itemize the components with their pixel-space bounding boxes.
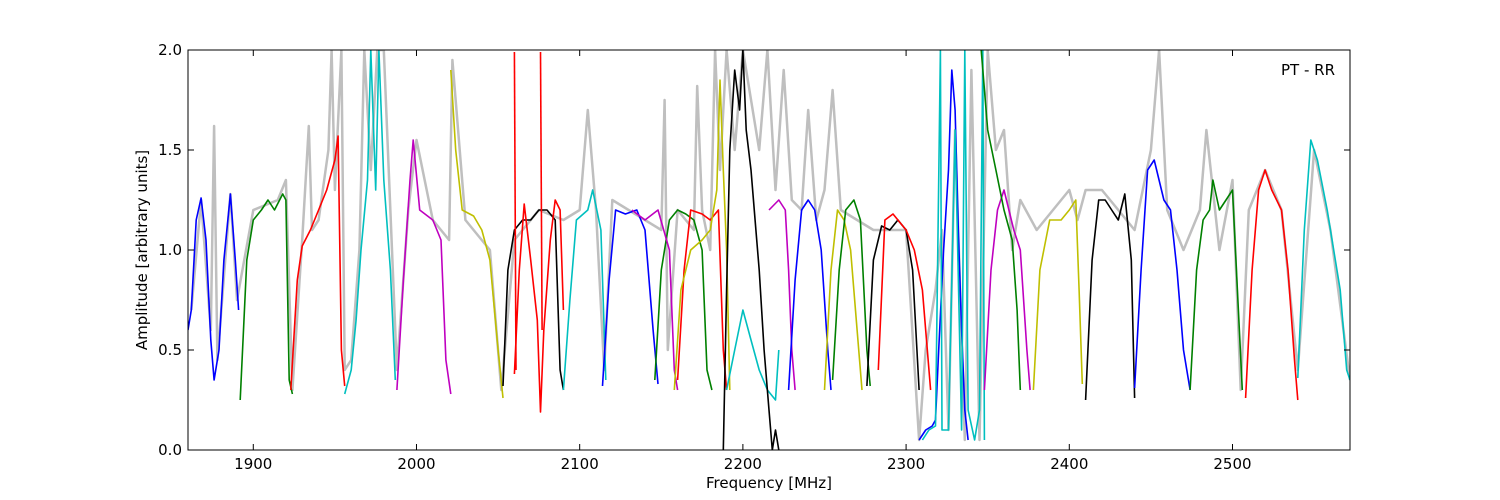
y-tick-label: 2.0 [158, 41, 182, 59]
series-line-24 [877, 213, 932, 391]
y-tick-label: 1.5 [158, 141, 182, 159]
series-line-25 [918, 69, 969, 441]
series-line-33 [1244, 169, 1299, 401]
x-tick-label: 1900 [234, 455, 272, 473]
series-line-32 [1189, 179, 1244, 391]
series-line-1 [188, 193, 240, 381]
series-line-4 [343, 50, 397, 395]
series-line-34 [1297, 139, 1350, 381]
series-line-3 [290, 135, 346, 391]
series-line-12 [601, 209, 659, 387]
series-line-2 [239, 193, 294, 401]
series-line-20 [787, 199, 832, 391]
series-line-27 [983, 189, 1031, 391]
series-line-26 [921, 50, 986, 441]
background-series [190, 50, 1350, 442]
series-line-14 [631, 209, 679, 391]
series-line-17 [725, 309, 780, 401]
x-axis: 1900 2000 2100 2200 2300 2400 2500 [234, 50, 1252, 473]
series-line-31 [1133, 159, 1191, 391]
series-line-29 [1032, 199, 1084, 391]
series-line-7 [502, 209, 565, 391]
series-line-11 [562, 189, 607, 391]
y-tick-label: 1.0 [158, 241, 182, 259]
series-line-28 [980, 50, 1022, 391]
series-line-15 [676, 209, 728, 391]
x-tick-label: 2200 [724, 455, 762, 473]
series-line-5 [396, 139, 452, 395]
series-line-23 [866, 219, 920, 391]
series-line-6 [450, 69, 504, 399]
series-line-19 [768, 199, 796, 391]
series-line-16 [673, 79, 731, 391]
y-tick-label: 0.0 [158, 441, 182, 459]
series-line-30 [1084, 193, 1136, 401]
background-series-line [190, 50, 1350, 442]
series-line-10 [539, 51, 543, 331]
series-line-8 [513, 199, 565, 413]
series-layer [188, 50, 1350, 450]
y-axis-label: Amplitude [arbitrary units] [133, 150, 151, 350]
x-axis-label: Frequency [MHz] [706, 474, 832, 492]
series-line-13 [654, 209, 713, 391]
y-axis: 0.0 0.5 1.0 1.5 2.0 [158, 41, 1350, 459]
x-tick-label: 2500 [1213, 455, 1251, 473]
x-tick-label: 2000 [397, 455, 435, 473]
y-tick-label: 0.5 [158, 341, 182, 359]
x-tick-label: 2300 [887, 455, 925, 473]
series-line-22 [831, 199, 871, 387]
x-tick-label: 2100 [561, 455, 599, 473]
series-line-9 [513, 51, 517, 371]
series-line-18 [722, 50, 780, 450]
panel-annotation: PT - RR [1281, 61, 1335, 79]
x-tick-label: 2400 [1050, 455, 1088, 473]
